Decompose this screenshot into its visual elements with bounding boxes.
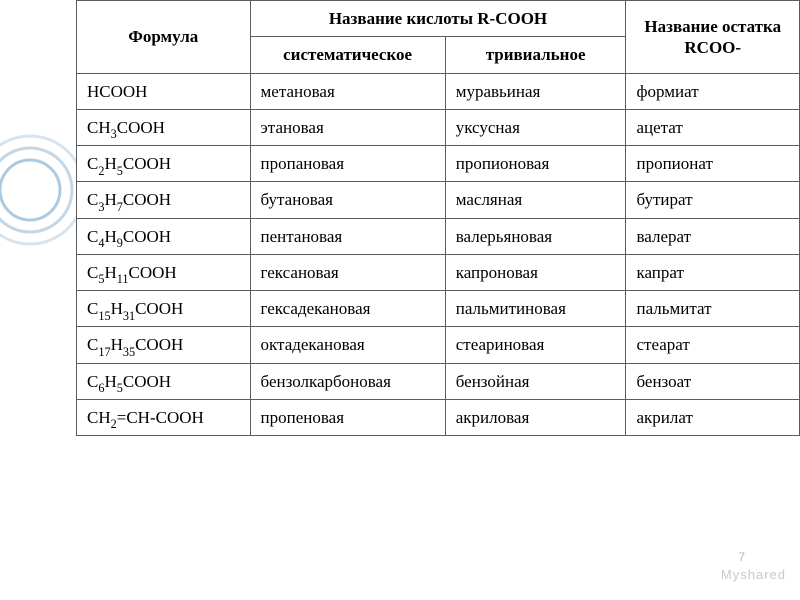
table-row: HCOOHметановаямуравьинаяформиат <box>77 73 800 109</box>
cell-residue: бензоат <box>626 363 800 399</box>
cell-residue: бутират <box>626 182 800 218</box>
col-header-formula: Формула <box>77 1 251 74</box>
cell-residue: акрилат <box>626 399 800 435</box>
cell-systematic: гексадекановая <box>250 291 445 327</box>
cell-residue: валерат <box>626 218 800 254</box>
table-row: C5H11COOHгексановаякапроноваякапрат <box>77 254 800 290</box>
table-row: C15H31COOHгексадекановаяпальмитиноваяпал… <box>77 291 800 327</box>
cell-formula: C3H7COOH <box>77 182 251 218</box>
col-header-trivial: тривиальное <box>445 37 626 73</box>
cell-systematic: гексановая <box>250 254 445 290</box>
cell-trivial: капроновая <box>445 254 626 290</box>
table-row: C4H9COOHпентановаявалерьяноваявалерат <box>77 218 800 254</box>
col-header-acid-name: Название кислоты R-COOH <box>250 1 626 37</box>
cell-formula: C17H35COOH <box>77 327 251 363</box>
cell-trivial: пропионовая <box>445 146 626 182</box>
acids-table-head: Формула Название кислоты R-COOH Название… <box>77 1 800 74</box>
cell-residue: ацетат <box>626 109 800 145</box>
acids-table-container: Формула Название кислоты R-COOH Название… <box>76 0 800 600</box>
cell-residue: пропионат <box>626 146 800 182</box>
cell-trivial: уксусная <box>445 109 626 145</box>
cell-residue: формиат <box>626 73 800 109</box>
cell-formula: CH2=CH-COOH <box>77 399 251 435</box>
cell-systematic: октадекановая <box>250 327 445 363</box>
cell-residue: капрат <box>626 254 800 290</box>
cell-residue: пальмитат <box>626 291 800 327</box>
cell-formula: C5H11COOH <box>77 254 251 290</box>
table-row: C3H7COOHбутановаямаслянаябутират <box>77 182 800 218</box>
cell-formula: C6H5COOH <box>77 363 251 399</box>
cell-formula: C4H9COOH <box>77 218 251 254</box>
cell-residue: стеарат <box>626 327 800 363</box>
col-header-systematic: систематическое <box>250 37 445 73</box>
cell-trivial: масляная <box>445 182 626 218</box>
cell-systematic: бензолкарбоновая <box>250 363 445 399</box>
cell-trivial: муравьиная <box>445 73 626 109</box>
cell-systematic: бутановая <box>250 182 445 218</box>
table-row: CH2=CH-COOHпропеноваяакриловаяакрилат <box>77 399 800 435</box>
col-header-residue: Название остатка RCOO- <box>626 1 800 74</box>
cell-systematic: пентановая <box>250 218 445 254</box>
cell-systematic: метановая <box>250 73 445 109</box>
cell-formula: CH3COOH <box>77 109 251 145</box>
table-row: C6H5COOHбензолкарбоноваябензойнаябензоат <box>77 363 800 399</box>
cell-systematic: этановая <box>250 109 445 145</box>
cell-systematic: пропеновая <box>250 399 445 435</box>
table-row: CH3COOHэтановаяуксуснаяацетат <box>77 109 800 145</box>
table-row: C17H35COOHоктадекановаястеариноваястеара… <box>77 327 800 363</box>
cell-formula: C2H5COOH <box>77 146 251 182</box>
cell-systematic: пропановая <box>250 146 445 182</box>
table-row: C2H5COOHпропановаяпропионоваяпропионат <box>77 146 800 182</box>
cell-formula: C15H31COOH <box>77 291 251 327</box>
cell-trivial: стеариновая <box>445 327 626 363</box>
acids-table-body: HCOOHметановаямуравьинаяформиатCH3COOHэт… <box>77 73 800 436</box>
cell-trivial: акриловая <box>445 399 626 435</box>
cell-trivial: бензойная <box>445 363 626 399</box>
cell-formula: HCOOH <box>77 73 251 109</box>
cell-trivial: валерьяновая <box>445 218 626 254</box>
cell-trivial: пальмитиновая <box>445 291 626 327</box>
acids-table: Формула Название кислоты R-COOH Название… <box>76 0 800 436</box>
